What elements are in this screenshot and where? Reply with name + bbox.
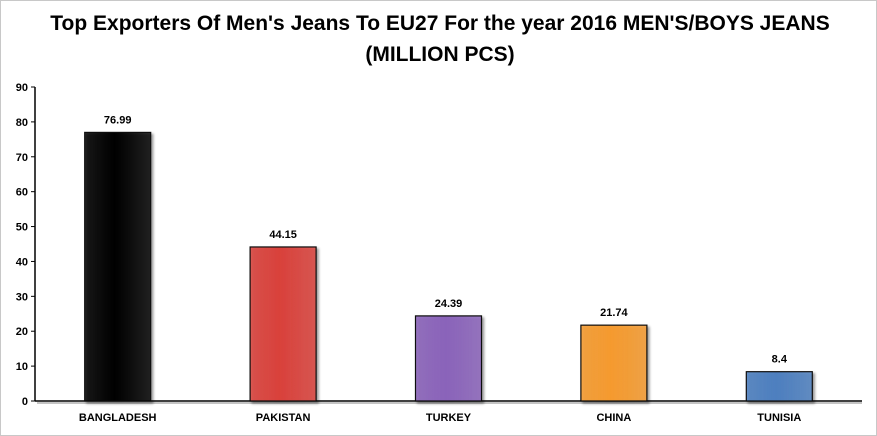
bar-turkey [414,315,483,402]
x-tick-label-china: CHINA [596,412,631,424]
data-label-turkey: 24.39 [435,298,463,310]
y-tick-label: 10 [16,361,28,373]
data-label-china: 21.74 [600,307,628,319]
y-tick-label: 0 [22,396,28,408]
y-tick-label: 20 [16,326,28,338]
x-tick-label-tunisia: TUNISIA [757,412,801,424]
data-label-tunisia: 8.4 [772,354,788,366]
y-tick-label: 30 [16,291,28,303]
bars [84,131,813,402]
y-tick-label: 70 [16,152,28,164]
x-tick-label-bangladesh: BANGLADESH [79,412,157,424]
y-tick-label: 40 [16,256,28,268]
bar-china [580,324,648,402]
chart-title: Top Exporters Of Men's Jeans To EU27 For… [50,12,830,66]
bar-tunisia [745,371,813,402]
labels: 0 10 20 30 40 50 60 70 80 90 76.99 BANGLADESH 44.15 P… [16,82,802,424]
x-tick-label-pakistan: PAKISTAN [256,412,311,424]
data-label-pakistan: 44.15 [269,229,297,241]
x-tick-label-turkey: TURKEY [426,412,472,424]
data-label-bangladesh: 76.99 [104,114,132,126]
y-tick-label: 50 [16,222,28,234]
y-tick-label: 60 [16,187,28,199]
bar-pakistan [249,246,317,402]
y-tick-label: 90 [16,82,28,94]
bar-bangladesh [84,131,152,402]
y-tick-label: 80 [16,117,28,129]
